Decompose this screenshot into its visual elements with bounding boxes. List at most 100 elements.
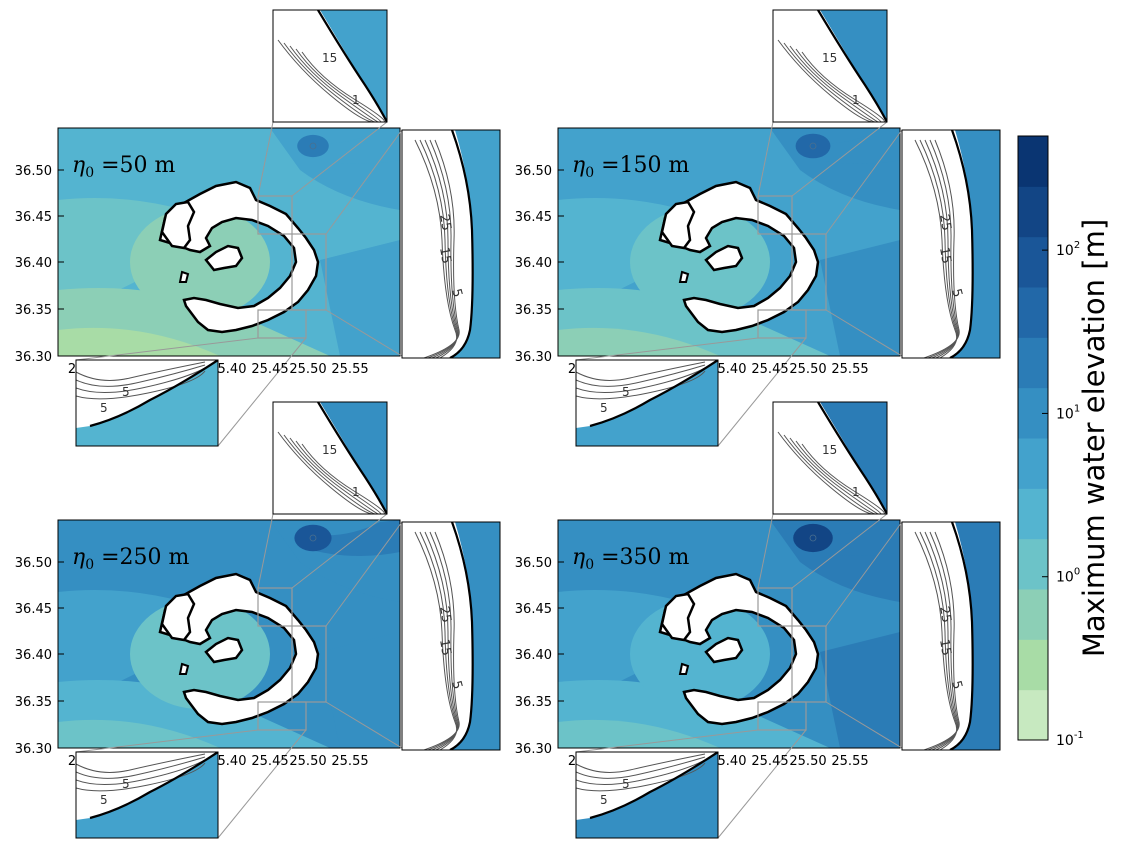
tick-exponent: 1: [1074, 403, 1080, 414]
x-tick-label: 25.50: [789, 362, 826, 377]
inset-south: 55: [576, 360, 718, 446]
map-field: [58, 128, 400, 356]
zoom-box-east: [291, 233, 327, 311]
inset-north: 15 1: [773, 10, 887, 122]
island-main-coastline: [158, 180, 320, 334]
inset-frame: [272, 9, 388, 123]
zoom-leader-line: [75, 337, 259, 361]
inset-contour-label: 5: [122, 385, 130, 399]
colorbar-segment: [1018, 538, 1048, 590]
inset-contour-label: 15: [436, 246, 454, 265]
elevation-band: [800, 128, 900, 164]
source-marker: [809, 142, 817, 150]
island-main-coastline: [658, 572, 820, 726]
x-tick-label: 2: [68, 754, 76, 769]
inset-contour-label: 15: [936, 638, 954, 657]
x-tick-label: 25.55: [331, 754, 368, 769]
inset-contour: [923, 139, 960, 358]
zoom-box-south: [257, 309, 307, 339]
inset-contour: [76, 364, 206, 387]
inset-contour-label: 15: [936, 246, 954, 265]
map-field: [558, 128, 900, 356]
inset-east: 25 15 5: [902, 130, 1000, 358]
x-tick-label: 25.45: [251, 362, 288, 377]
inset-contour: [576, 759, 706, 785]
zoom-leader-line: [291, 121, 388, 197]
zoom-box-east: [791, 625, 827, 703]
colorbar-segment: [1018, 589, 1048, 640]
colorbar-segment: [1018, 488, 1048, 540]
inset-north: 15 1: [273, 402, 387, 514]
tick-exponent: -1: [1074, 730, 1084, 741]
inset-contour-label: 5: [948, 679, 965, 691]
zoom-leader-line: [217, 337, 307, 447]
tick-base: 10: [1056, 406, 1074, 422]
y-tick-label: 36.45: [515, 210, 552, 225]
inset-coastline: [89, 360, 218, 428]
inset-frame: [401, 521, 501, 751]
inset-frame: [772, 401, 888, 515]
x-tick-label: 25.50: [289, 754, 326, 769]
inset-contour: [795, 440, 882, 514]
zoom-leader-line: [325, 701, 403, 749]
zoom-box-east: [291, 625, 327, 703]
inset-contour: [289, 45, 379, 122]
zoom-leader-line: [575, 337, 759, 361]
zoom-leader-line: [825, 521, 903, 627]
island-aspronisi: [678, 270, 690, 283]
tick-base: 10: [1056, 733, 1074, 749]
island-thirasia: [160, 592, 196, 642]
inset-contour: [576, 370, 706, 400]
elevation-band: [58, 327, 220, 356]
elevation-band: [820, 632, 900, 748]
inset-north: 15 1: [273, 10, 387, 122]
inset-frame: [901, 521, 1001, 751]
y-tick-label: 36.30: [15, 350, 52, 365]
map-frame: [57, 519, 401, 749]
colorbar-label: Maximum water elevation [m]: [1077, 219, 1111, 657]
inset-contour: [76, 753, 206, 773]
inset-contour: [801, 443, 885, 514]
inset-contour: [283, 42, 376, 122]
colorbar-segment: [1018, 186, 1048, 238]
zoom-leader-line: [791, 121, 888, 197]
inset-contour: [277, 39, 373, 122]
inset-coastline: [449, 130, 474, 358]
x-tick-label: 25.45: [751, 362, 788, 377]
inset-contour: [283, 434, 376, 514]
elevation-band: [300, 128, 400, 164]
inset-coastline: [817, 402, 887, 514]
x-tick-label: 25.45: [751, 754, 788, 769]
zoom-box-south: [757, 309, 807, 339]
map-panel-2: 36.50 36.45 36.40 36.35 36.30 2 5.40 25.45 25.50…: [500, 0, 1020, 447]
inset-contour: [576, 367, 706, 393]
inset-contour: [76, 759, 206, 785]
colorbar: 102 101 100 10-1 Maximum water elevation [m]: [1000, 128, 1126, 749]
x-tick-label: 2: [68, 362, 76, 377]
inset-contour: [576, 753, 706, 773]
y-tick-label: 36.40: [515, 256, 552, 271]
tick-base: 10: [1056, 243, 1074, 259]
inset-coastline: [817, 10, 887, 122]
zoom-leader-line: [291, 513, 388, 589]
inset-contour: [576, 756, 706, 779]
inset-east: 25 15 5: [902, 522, 1000, 750]
inset-coastline: [449, 522, 474, 750]
inset-frame: [901, 129, 1001, 359]
island-aspronisi: [178, 662, 190, 675]
x-tick-label: 5.40: [718, 754, 747, 769]
island-kameni: [204, 636, 244, 664]
zoom-leader-line: [217, 729, 307, 839]
eta-subscript: 0: [585, 557, 594, 573]
inset-contour: [76, 756, 206, 779]
inset-contour: [801, 51, 885, 122]
inset-contour: [76, 367, 206, 393]
zoom-leader-line: [325, 129, 403, 235]
source-marker: [309, 142, 317, 150]
colorbar-tick-label: 102: [1056, 240, 1080, 259]
inset-south: 55: [76, 752, 218, 838]
zoom-leader-line: [791, 513, 888, 589]
zoom-leader-line: [825, 309, 903, 357]
inset-contour: [576, 364, 706, 387]
zoom-box-south: [757, 701, 807, 731]
